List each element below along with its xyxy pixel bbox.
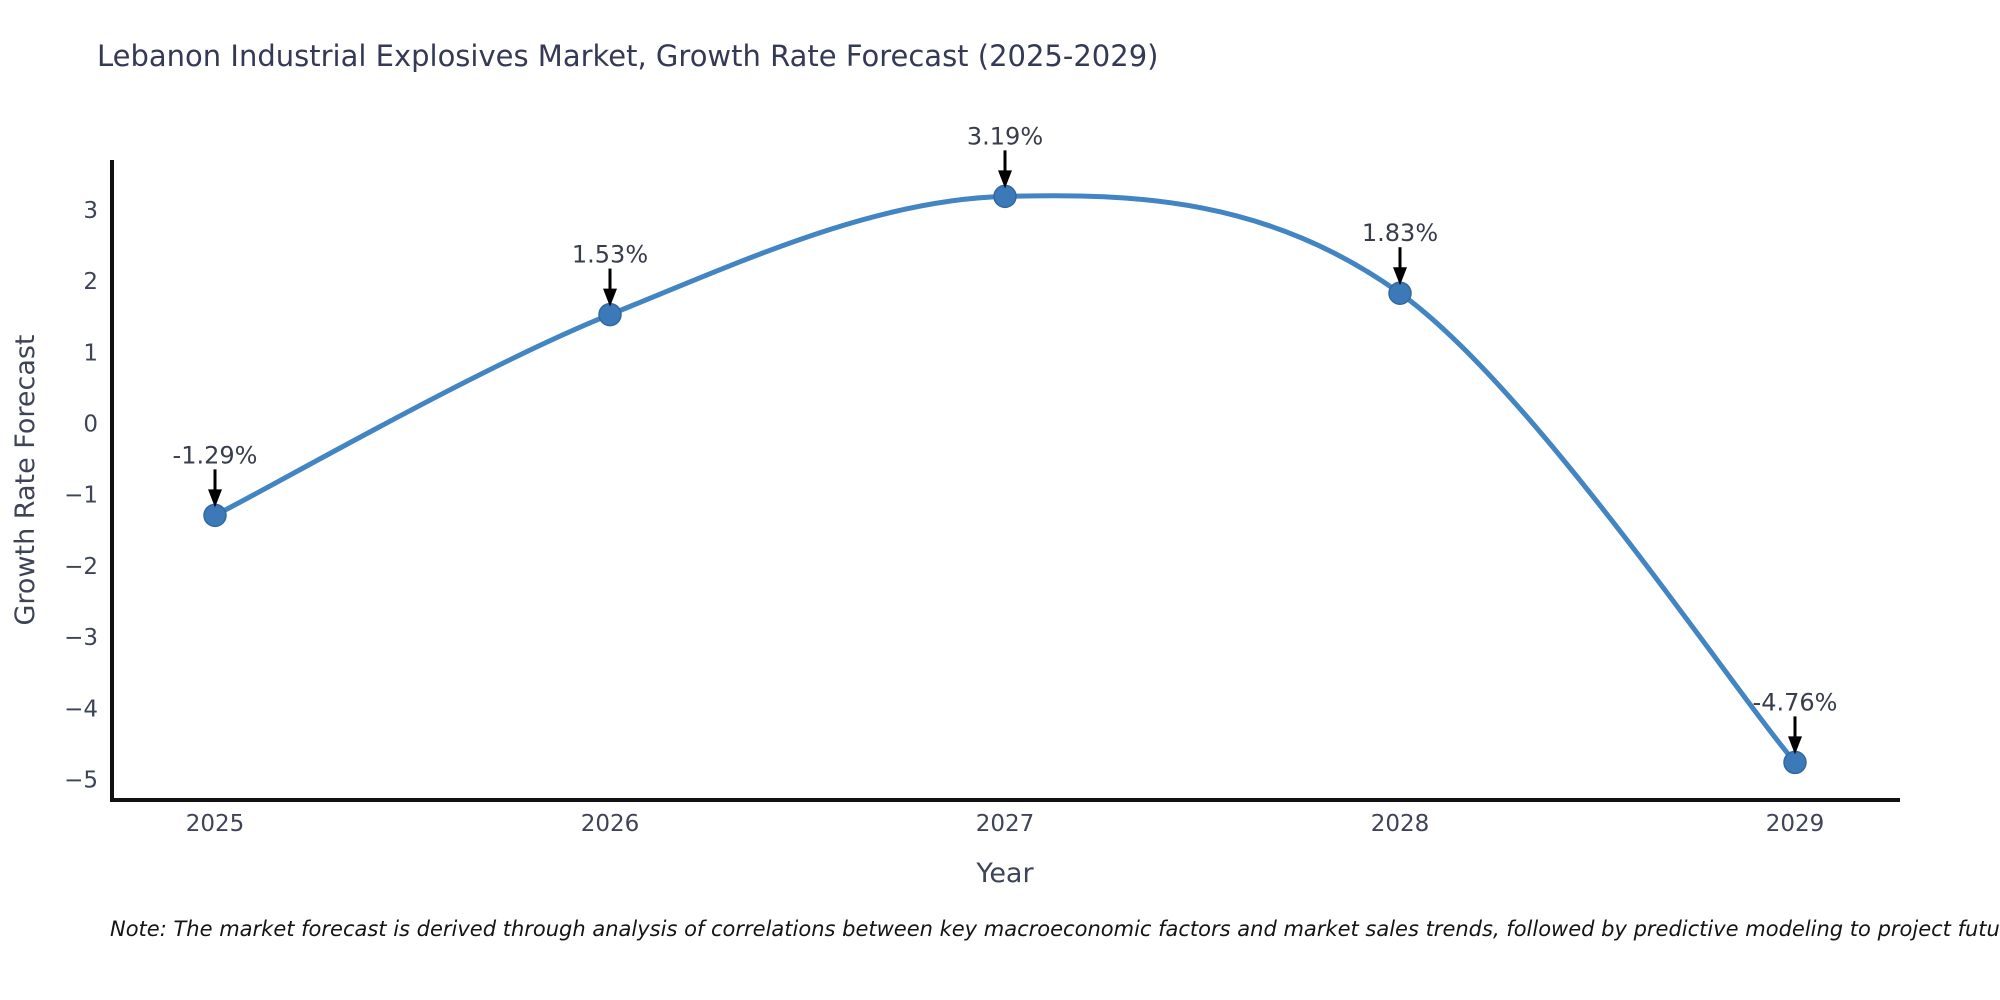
annotation-arrowhead <box>208 489 222 508</box>
annotation-arrowhead <box>1788 736 1802 755</box>
annotation-arrowhead <box>1393 267 1407 286</box>
annotation-arrowhead <box>603 288 617 307</box>
data-point-marker <box>1388 281 1412 305</box>
annotation-label: 3.19% <box>967 122 1043 150</box>
annotation-label: 1.83% <box>1362 219 1438 247</box>
y-tick-label: −3 <box>64 625 98 651</box>
annotation-arrowhead <box>998 170 1012 189</box>
x-axis-title: Year <box>976 858 1034 889</box>
data-point-marker <box>598 302 622 327</box>
x-tick-label: 2025 <box>186 811 245 837</box>
data-point-marker <box>1783 750 1807 775</box>
y-tick-label: −4 <box>64 696 98 722</box>
y-tick-label: −5 <box>64 768 98 794</box>
annotation-label: -1.29% <box>173 441 258 469</box>
data-point-marker <box>993 184 1017 209</box>
x-tick-label: 2029 <box>1766 811 1825 837</box>
y-tick-label: 2 <box>83 269 98 295</box>
y-tick-label: −1 <box>64 483 98 509</box>
data-point-marker <box>203 503 227 528</box>
annotation-label: -4.76% <box>1753 688 1838 716</box>
x-tick-label: 2026 <box>581 811 640 837</box>
forecast-line <box>212 193 1798 765</box>
footnote: Note: The market forecast is derived thr… <box>110 917 2000 941</box>
y-tick-label: 0 <box>83 412 98 438</box>
annotation-label: 1.53% <box>572 241 648 269</box>
y-tick-label: 3 <box>83 198 98 224</box>
y-tick-label: −2 <box>64 554 98 580</box>
x-tick-label: 2028 <box>1371 811 1430 837</box>
x-tick-label: 2027 <box>976 811 1035 837</box>
y-tick-label: 1 <box>83 340 98 366</box>
chart-title: Lebanon Industrial Explosives Market, Gr… <box>97 39 1159 73</box>
